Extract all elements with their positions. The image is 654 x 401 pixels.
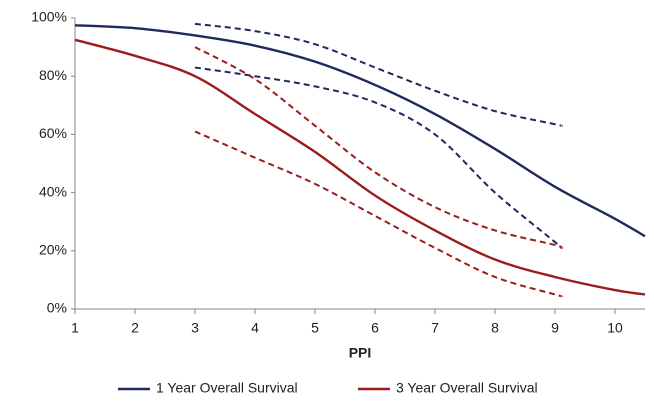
line <box>74 24 646 238</box>
confidence-line <box>194 130 563 298</box>
y-tick-label: 80% <box>39 67 67 83</box>
x-tick-label: 3 <box>191 320 199 336</box>
x-tick-label: 9 <box>551 320 559 336</box>
y-tick-label: 20% <box>39 242 67 258</box>
y-tick-label: 100% <box>31 9 67 25</box>
line <box>74 38 646 296</box>
y-tick-label: 0% <box>47 300 67 316</box>
confidence-line <box>194 66 563 250</box>
legend-label: 3 Year Overall Survival <box>396 380 538 396</box>
y-tick-label: 40% <box>39 183 67 199</box>
x-tick-label: 8 <box>491 320 499 336</box>
y-tick-label: 60% <box>39 125 67 141</box>
x-tick-label: 2 <box>131 320 139 336</box>
x-tick-label: 4 <box>251 320 259 336</box>
x-axis-label: PPI <box>349 345 372 361</box>
x-tick-label: 1 <box>71 320 79 336</box>
x-tick-label: 7 <box>431 320 439 336</box>
x-tick-label: 10 <box>607 320 623 336</box>
confidence-line <box>194 22 563 127</box>
legend-label: 1 Year Overall Survival <box>156 380 298 396</box>
confidence-line <box>194 46 563 249</box>
x-tick-label: 5 <box>311 320 319 336</box>
x-tick-label: 6 <box>371 320 379 336</box>
